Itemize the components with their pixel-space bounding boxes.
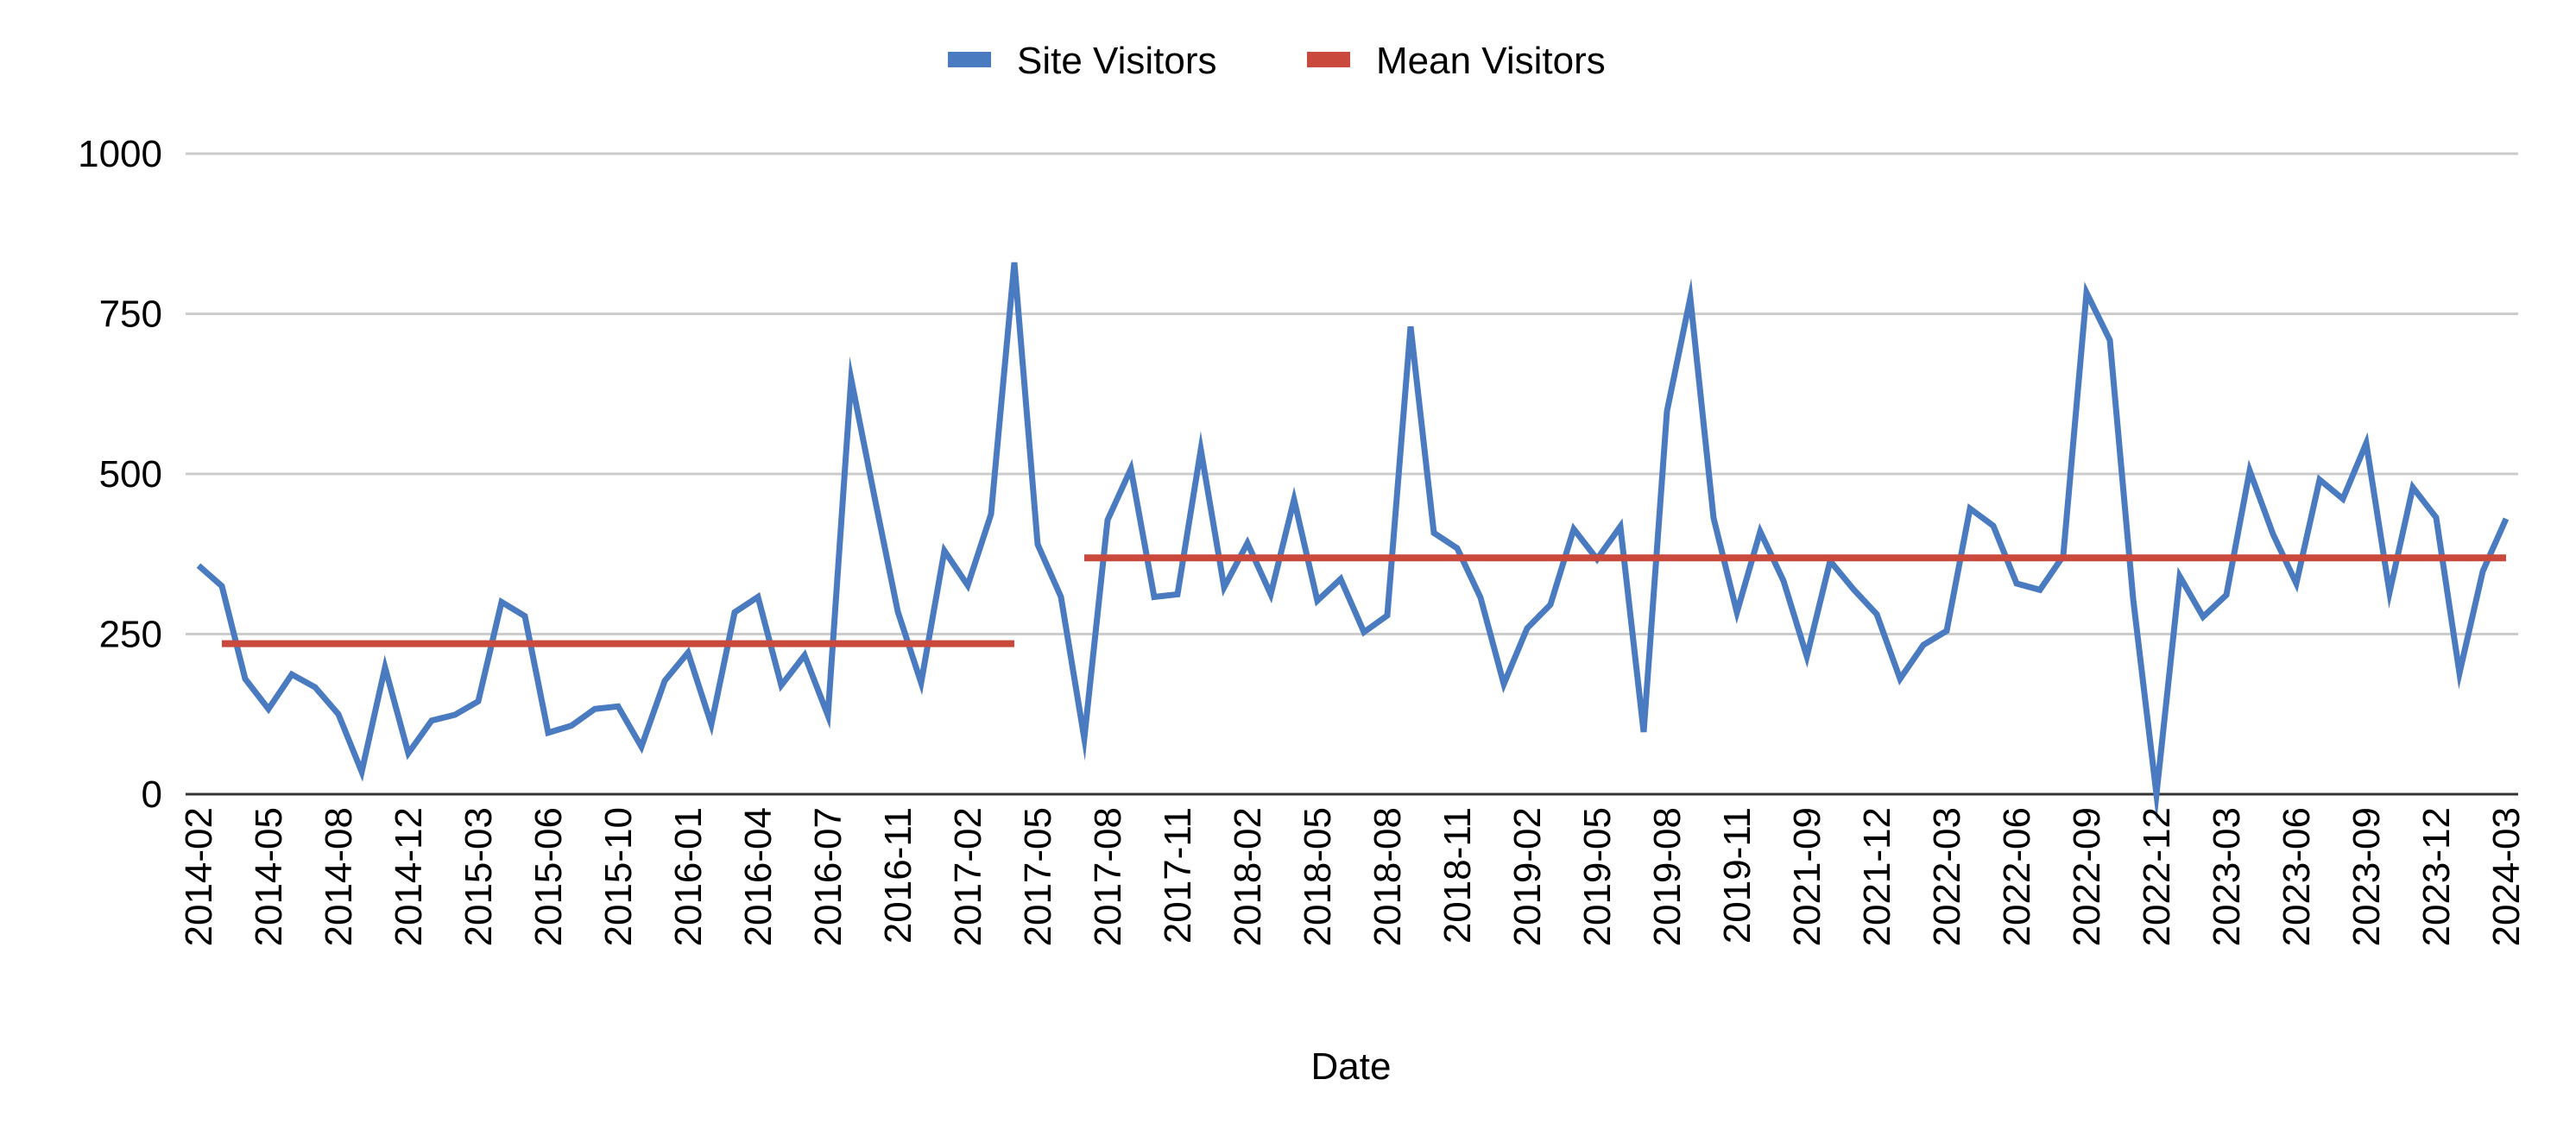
x-tick-label: 2023-06 <box>2276 807 2318 946</box>
legend-label-site-visitors: Site Visitors <box>1017 40 1217 82</box>
x-tick-label: 2022-09 <box>2066 807 2108 946</box>
x-tick-label: 2019-02 <box>1506 807 1549 946</box>
series-line-site-visitors <box>196 262 2510 822</box>
y-tick-label: 500 <box>99 453 162 496</box>
y-tick-label: 250 <box>99 614 162 656</box>
x-tick-label: 2015-06 <box>527 807 570 946</box>
legend-label-mean-visitors: Mean Visitors <box>1376 40 1606 82</box>
x-tick-label: 2014-08 <box>318 807 360 946</box>
y-tick-label: 0 <box>142 773 162 816</box>
x-tick-label: 2022-03 <box>1926 807 1968 946</box>
x-tick-label: 2015-03 <box>458 807 500 946</box>
x-tick-label: 2016-01 <box>667 807 710 946</box>
x-tick-label: 2014-12 <box>388 807 430 946</box>
x-tick-label: 2018-02 <box>1227 807 1269 946</box>
x-tick-label: 2021-09 <box>1786 807 1828 946</box>
x-tick-label: 2019-11 <box>1716 807 1758 944</box>
x-tick-label: 2021-12 <box>1856 807 1898 946</box>
y-tick-label: 750 <box>99 294 162 336</box>
x-tick-label: 2016-04 <box>737 807 780 946</box>
x-tick-label: 2022-06 <box>1996 807 2038 946</box>
x-tick-label: 2014-05 <box>248 807 290 946</box>
x-tick-label: 2018-05 <box>1297 807 1339 946</box>
x-tick-label: 2018-11 <box>1436 807 1479 944</box>
x-tick-label: 2017-02 <box>947 807 989 946</box>
x-tick-label: 2016-11 <box>877 807 919 944</box>
x-tick-label: 2016-07 <box>807 807 849 946</box>
plot-area <box>196 262 2510 822</box>
x-tick-label: 2019-08 <box>1646 807 1689 946</box>
gridlines <box>186 152 2518 796</box>
x-tick-label: 2017-11 <box>1157 807 1199 944</box>
x-tick-label: 2017-08 <box>1087 807 1129 946</box>
legend: Site Visitors Mean Visitors <box>948 40 1606 82</box>
x-tick-label: 2023-03 <box>2206 807 2248 946</box>
x-tick-label: 2019-05 <box>1576 807 1619 946</box>
x-tick-label: 2014-02 <box>178 807 220 946</box>
x-tick-label: 2022-12 <box>2136 807 2178 946</box>
x-axis-title: Date <box>1311 1045 1392 1088</box>
x-axis-ticks: 2014-02 2014-05 2014-08 2014-12 2015-03 2015-… <box>178 807 2528 946</box>
legend-swatch-mean-visitors <box>1307 52 1350 67</box>
y-tick-label: 1000 <box>78 133 162 175</box>
x-tick-label: 2017-05 <box>1017 807 1059 946</box>
x-tick-label: 2023-09 <box>2346 807 2388 946</box>
x-tick-label: 2015-10 <box>597 807 640 946</box>
legend-swatch-site-visitors <box>948 52 991 67</box>
y-axis-ticks: 0 250 500 750 1000 <box>78 133 162 816</box>
x-tick-label: 2024-03 <box>2485 807 2528 946</box>
x-tick-label: 2023-12 <box>2415 807 2458 946</box>
x-tick-label: 2018-08 <box>1367 807 1409 946</box>
